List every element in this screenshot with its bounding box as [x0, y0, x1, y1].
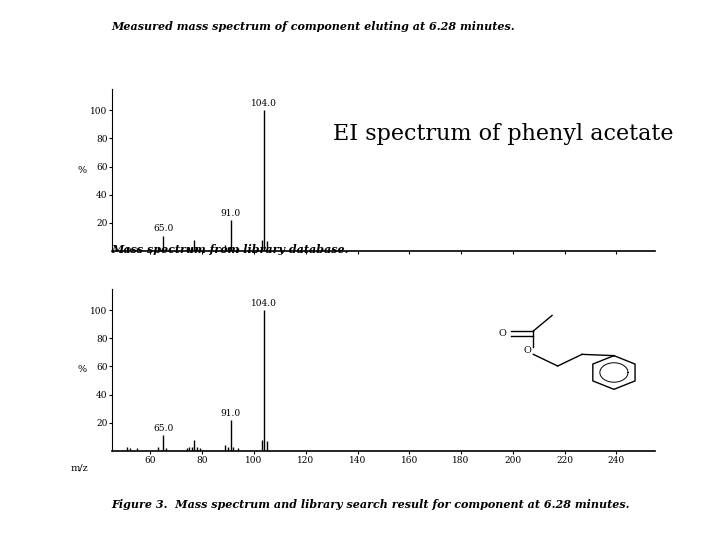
Text: 104.0: 104.0: [251, 299, 277, 308]
Text: Mass spectrum from library database.: Mass spectrum from library database.: [112, 244, 349, 255]
X-axis label: m/z: m/z: [70, 464, 88, 473]
Y-axis label: %: %: [77, 166, 86, 174]
Text: 91.0: 91.0: [220, 209, 240, 218]
Text: EI spectrum of phenyl acetate: EI spectrum of phenyl acetate: [333, 124, 673, 145]
Text: 91.0: 91.0: [220, 409, 240, 418]
Text: 104.0: 104.0: [251, 99, 277, 108]
Y-axis label: %: %: [77, 366, 86, 374]
Text: 65.0: 65.0: [153, 225, 174, 233]
Text: Figure 3.  Mass spectrum and library search result for component at 6.28 minutes: Figure 3. Mass spectrum and library sear…: [112, 500, 630, 510]
Text: Measured mass spectrum of component eluting at 6.28 minutes.: Measured mass spectrum of component elut…: [112, 21, 516, 31]
Text: 65.0: 65.0: [153, 424, 174, 433]
